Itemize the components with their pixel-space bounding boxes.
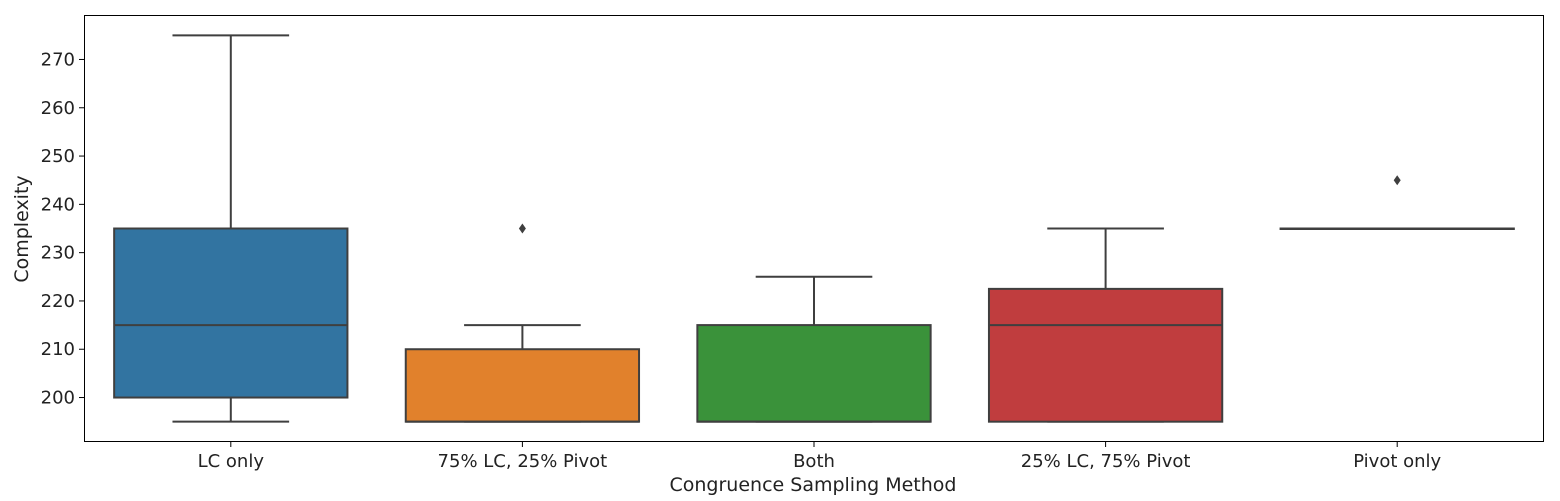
x-tick-label: LC only xyxy=(198,451,265,472)
box-marks xyxy=(113,34,1515,423)
y-tick-label: 240 xyxy=(41,194,75,215)
box-iqr xyxy=(113,227,349,399)
box-iqr xyxy=(404,348,641,423)
box-group xyxy=(1279,175,1515,230)
box-group xyxy=(696,275,932,423)
x-tick-label: 75% LC, 25% Pivot xyxy=(438,451,608,472)
y-axis: 200 210 220 230 240 250 260 270 xyxy=(41,49,85,409)
x-axis: LC only 75% LC, 25% Pivot Both 25% LC, 75% … xyxy=(198,441,1442,472)
y-tick-label: 220 xyxy=(41,291,75,312)
box-group xyxy=(987,227,1224,423)
y-tick-label: 210 xyxy=(41,339,75,360)
x-tick-label: 25% LC, 75% Pivot xyxy=(1021,451,1191,472)
outlier-point xyxy=(1393,175,1401,186)
x-tick-label: Pivot only xyxy=(1353,451,1441,472)
x-axis-label: Congruence Sampling Method xyxy=(670,474,957,496)
y-tick-label: 250 xyxy=(41,146,75,167)
box-group xyxy=(113,34,349,423)
y-tick-label: 200 xyxy=(41,388,75,409)
outlier-point xyxy=(518,223,526,234)
y-axis-label: Complexity xyxy=(11,175,33,282)
box-iqr xyxy=(987,287,1224,423)
y-tick-label: 230 xyxy=(41,243,75,264)
y-tick-label: 270 xyxy=(41,49,75,70)
x-tick-label: Both xyxy=(793,451,835,472)
box-iqr xyxy=(696,324,932,423)
box-group xyxy=(404,223,641,423)
y-tick-label: 260 xyxy=(41,98,75,119)
